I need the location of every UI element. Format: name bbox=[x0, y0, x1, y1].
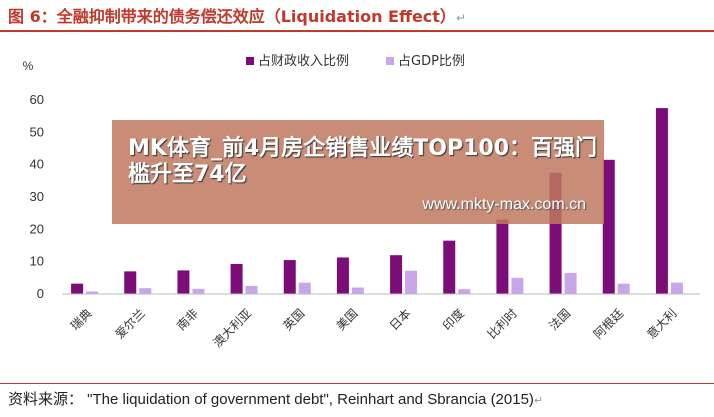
y-tick-label: 20 bbox=[30, 221, 44, 236]
legend-swatch bbox=[386, 57, 394, 65]
bar-gdp-share bbox=[245, 285, 258, 294]
bar-gdp-share bbox=[511, 277, 524, 294]
bar-gdp-share bbox=[139, 288, 152, 294]
x-tick-label: 南非 bbox=[173, 306, 201, 334]
y-tick-label: 0 bbox=[37, 286, 44, 301]
watermark-overlay: MK体育_前4月房企销售业绩TOP100：百强门槛升至74亿 www.mkty-… bbox=[112, 120, 604, 224]
bar-gdp-share bbox=[670, 282, 683, 294]
x-axis: 瑞典 爱尔兰 南非 澳大利亚 英国 美国 日本 印度 比利时 法国 阿根廷 意大利 bbox=[68, 306, 680, 351]
bar-gdp-share bbox=[86, 291, 99, 294]
overlay-headline: MK体育_前4月房企销售业绩TOP100：百强门槛升至74亿 bbox=[128, 136, 598, 187]
y-tick-label: 60 bbox=[30, 92, 44, 107]
bar-gdp-share bbox=[192, 288, 205, 294]
bar-revenue-share bbox=[336, 257, 349, 294]
x-tick-label: 意大利 bbox=[643, 306, 679, 342]
bar-revenue-share bbox=[283, 260, 296, 294]
y-axis-label: % bbox=[23, 59, 34, 73]
x-tick-label: 日本 bbox=[387, 306, 414, 333]
legend-label: 占财政收入比例 bbox=[258, 54, 349, 69]
x-tick-label: 澳大利亚 bbox=[210, 306, 254, 350]
y-axis: 0 10 20 30 40 50 60 bbox=[30, 92, 44, 301]
legend: 占财政收入比例 占GDP比例 bbox=[246, 54, 465, 69]
bar-revenue-share bbox=[496, 219, 509, 294]
bar-gdp-share bbox=[458, 289, 471, 294]
bar-gdp-share bbox=[564, 272, 577, 294]
source-text: 资料来源： "The liquidation of government deb… bbox=[8, 391, 534, 408]
bar-revenue-share bbox=[177, 270, 190, 294]
source-note: 资料来源： "The liquidation of government deb… bbox=[8, 391, 544, 408]
x-tick-label: 爱尔兰 bbox=[112, 306, 148, 342]
source-divider bbox=[0, 383, 714, 384]
title-divider bbox=[0, 30, 714, 32]
bar-gdp-share bbox=[298, 282, 311, 294]
y-tick-label: 40 bbox=[30, 157, 44, 172]
legend-swatch bbox=[246, 57, 254, 65]
bar-revenue-share bbox=[602, 159, 615, 294]
figure-title: 图 6：全融抑制带来的债务偿还效应（Liquidation Effect）↵ bbox=[8, 7, 466, 26]
y-tick-label: 10 bbox=[30, 254, 44, 269]
x-tick-label: 美国 bbox=[334, 306, 361, 333]
figure-title-text: 图 6：全融抑制带来的债务偿还效应（Liquidation Effect） bbox=[8, 7, 456, 26]
bar-revenue-share bbox=[390, 255, 403, 294]
bar-revenue-share bbox=[443, 240, 456, 294]
x-tick-label: 阿根廷 bbox=[591, 306, 626, 341]
x-tick-label: 比利时 bbox=[485, 306, 520, 341]
bar-revenue-share bbox=[71, 283, 84, 294]
legend-label: 占GDP比例 bbox=[398, 54, 465, 69]
x-tick-label: 英国 bbox=[280, 306, 307, 333]
bar-revenue-share bbox=[124, 271, 137, 294]
x-tick-label: 法国 bbox=[546, 306, 573, 333]
bar-revenue-share bbox=[230, 263, 243, 294]
bar-gdp-share bbox=[351, 287, 364, 294]
x-tick-label: 印度 bbox=[439, 306, 467, 334]
bar-gdp-share bbox=[405, 270, 418, 294]
bar-revenue-share bbox=[655, 108, 668, 294]
overlay-url: www.mkty-max.com.cn bbox=[422, 196, 586, 213]
bar-gdp-share bbox=[617, 283, 630, 294]
y-tick-label: 50 bbox=[30, 124, 44, 139]
x-tick-label: 瑞典 bbox=[68, 306, 95, 333]
y-tick-label: 30 bbox=[30, 189, 44, 204]
